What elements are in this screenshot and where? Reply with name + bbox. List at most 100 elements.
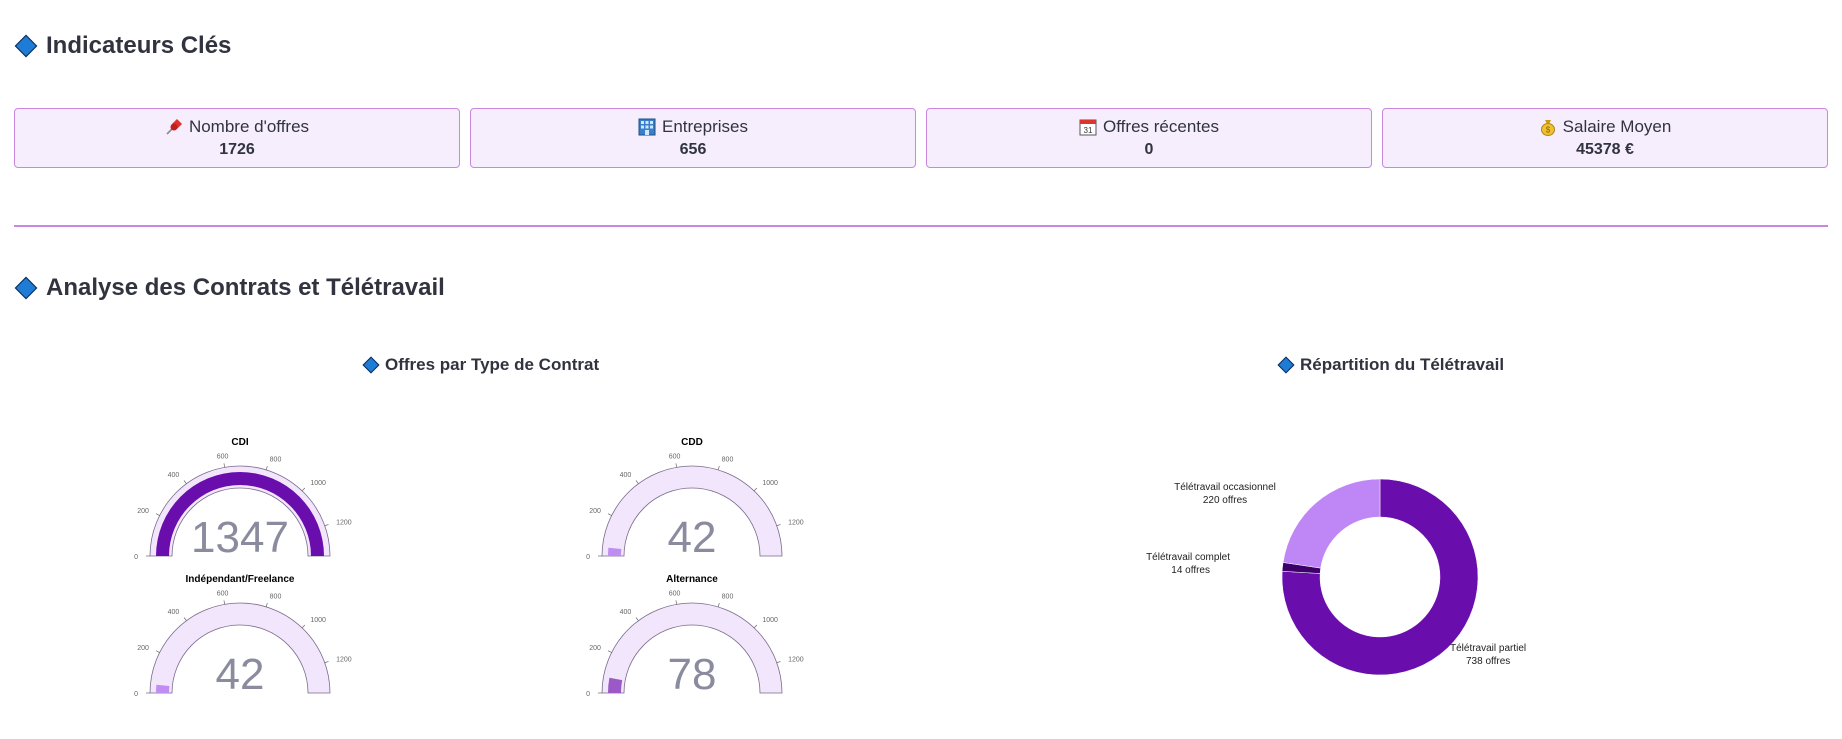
gauge-tick-label: 800 [270, 593, 282, 600]
gauge-track [149, 465, 331, 557]
donut-slice-value: 738 offres [1466, 656, 1510, 667]
gauge-tick-label: 600 [217, 453, 229, 460]
gauge-tick-label: 0 [586, 554, 590, 561]
donut-slice-value: 14 offres [1171, 565, 1210, 576]
gauge-bar [156, 684, 170, 693]
donut-slice-label: Télétravail occasionnel [1174, 482, 1276, 493]
gauge-tick [776, 524, 781, 527]
kpi-label: Salaire Moyen [1562, 117, 1672, 136]
donut-slice [1281, 562, 1321, 574]
donut-slice-value: 220 offres [1203, 495, 1247, 506]
gauge-tick-label: 600 [669, 453, 681, 460]
gauge-tick [223, 463, 225, 468]
gauge-tick-label: 1000 [762, 617, 778, 624]
gauge-tick-label: 600 [217, 590, 229, 597]
chart-title-text: Répartition du Télétravail [1300, 355, 1505, 374]
gauge-tick-label: 600 [669, 590, 681, 597]
calendar-icon: 31 [1079, 118, 1097, 136]
diamond-icon [1277, 356, 1295, 374]
pushpin-icon [165, 118, 183, 136]
gauge-value: 42 [668, 513, 717, 562]
kpi-card-salary: $ Salaire Moyen 45378 € [1382, 108, 1828, 168]
gauge-bar [608, 677, 623, 693]
gauge-tick [301, 624, 306, 629]
gauge-value: 78 [668, 650, 717, 699]
gauge-tick-label: 200 [589, 645, 601, 652]
gauge-tick [675, 600, 677, 605]
gauge-tick-label: 200 [137, 508, 149, 515]
gauge-tick-label: 400 [620, 609, 632, 616]
chart-title-contracts: Offres par Type de Contrat [362, 355, 599, 375]
gauge-name: CDI [231, 437, 248, 448]
gauge-tick [324, 661, 329, 664]
kpi-label: Offres récentes [1103, 117, 1219, 136]
gauge-track [601, 602, 783, 694]
diamond-icon [14, 34, 38, 58]
donut-slice [1282, 478, 1381, 569]
section-title-indicators: Indicateurs Clés [14, 32, 232, 60]
chart-title-remote: Répartition du Télétravail [1277, 355, 1505, 375]
gauge-tick [183, 480, 187, 484]
gauge-tick [635, 480, 639, 484]
donut-slice [1281, 478, 1479, 676]
gauge-value: 1347 [191, 513, 289, 562]
gauge-tick [301, 487, 306, 492]
kpi-value: 656 [679, 141, 707, 158]
gauge-tick-label: 1000 [310, 617, 326, 624]
gauge-tick [753, 487, 758, 492]
section-title-analysis: Analyse des Contrats et Télétravail [14, 274, 445, 302]
gauge-tick-label: 1200 [336, 520, 352, 527]
donut-slice-label: Télétravail partiel [1450, 643, 1526, 654]
gauge-tick-label: 800 [722, 456, 734, 463]
gauge-tick-label: 400 [168, 472, 180, 479]
gauge-tick-label: 1200 [788, 657, 804, 664]
gauge-tick-label: 800 [270, 456, 282, 463]
gauge-tick-label: 200 [589, 508, 601, 515]
gauge-tick-label: 0 [134, 691, 138, 698]
gauge-tick [753, 624, 758, 629]
gauge-track [601, 465, 783, 557]
gauge-tick [607, 650, 612, 653]
kpi-card-offers: Nombre d'offres 1726 [14, 108, 460, 168]
kpi-value: 45378 € [1576, 141, 1634, 158]
gauge-tick [675, 463, 677, 468]
kpi-card-recent: 31 Offres récentes 0 [926, 108, 1372, 168]
donut-slice-label: Télétravail complet [1146, 552, 1230, 563]
gauge-name: Alternance [666, 574, 718, 585]
section-divider [14, 225, 1828, 227]
kpi-cards: Nombre d'offres 1726 Entreprises 656 [14, 108, 1828, 168]
building-icon [638, 118, 656, 136]
gauge-tick-label: 400 [168, 609, 180, 616]
diamond-icon [362, 356, 380, 374]
gauge-tick [324, 524, 329, 527]
gauge-tick [183, 617, 187, 621]
gauge-value: 42 [216, 650, 265, 699]
gauge-tick-label: 0 [134, 554, 138, 561]
money-bag-icon: $ [1539, 118, 1557, 136]
kpi-label: Entreprises [662, 117, 748, 136]
gauge-bar [156, 472, 324, 556]
section-title-text: Indicateurs Clés [46, 32, 232, 59]
gauge-tick-label: 200 [137, 645, 149, 652]
diamond-icon [14, 276, 38, 300]
gauge-tick [635, 617, 639, 621]
gauge-tick [717, 465, 720, 470]
gauge-tick [776, 661, 781, 664]
kpi-value: 0 [1144, 141, 1154, 158]
gauge-tick [223, 600, 225, 605]
kpi-value: 1726 [219, 141, 255, 158]
gauge-name: Indépendant/Freelance [186, 574, 295, 585]
gauge-bar [608, 547, 622, 556]
gauge-tick-label: 1200 [788, 520, 804, 527]
kpi-card-companies: Entreprises 656 [470, 108, 916, 168]
gauge-track [149, 602, 331, 694]
svg-text:$: $ [1545, 126, 1550, 135]
gauge-tick [265, 602, 268, 607]
gauge-tick-label: 1200 [336, 657, 352, 664]
kpi-label: Nombre d'offres [188, 117, 310, 136]
section-title-text: Analyse des Contrats et Télétravail [46, 274, 445, 301]
gauge-tick-label: 1000 [310, 480, 326, 487]
gauge-tick-label: 400 [620, 472, 632, 479]
gauge-tick [265, 465, 268, 470]
gauge-tick [155, 650, 160, 653]
